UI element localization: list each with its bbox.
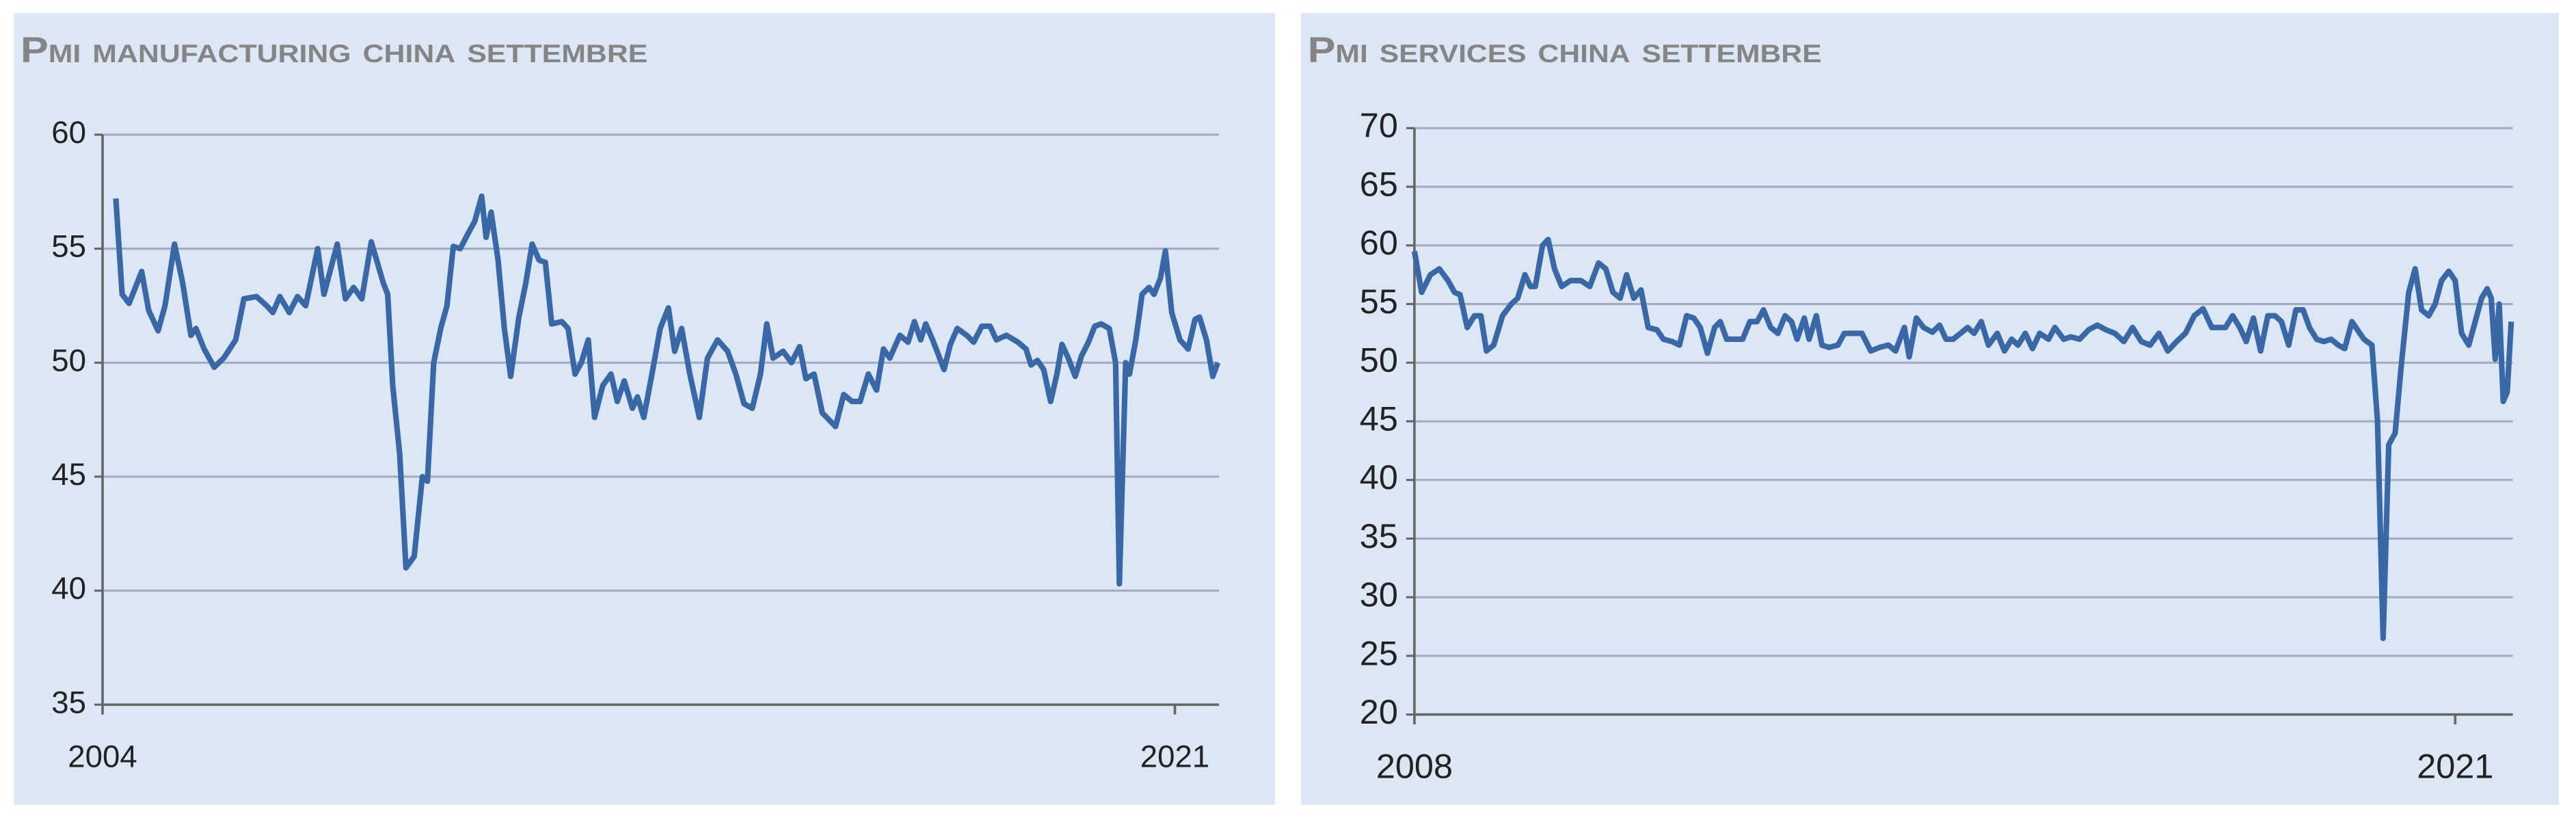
y-tick-label: 60: [51, 115, 86, 150]
data-line: [1411, 237, 2514, 642]
y-tick-label: 50: [51, 343, 86, 378]
panel: [1301, 13, 2559, 805]
data-line: [113, 193, 1221, 587]
y-tick-label: 55: [1360, 282, 1398, 321]
y-tick-label: 45: [51, 457, 86, 492]
x-tick-label: 2021: [2417, 746, 2493, 785]
y-tick-label: 50: [1360, 341, 1398, 380]
chart-title: Pmi services china settembre: [1308, 30, 1822, 70]
y-tick-label: 35: [1360, 516, 1398, 555]
y-tick-label: 45: [1360, 399, 1398, 438]
x-tick-label: 2008: [1376, 746, 1453, 785]
chart-title: Pmi manufacturing china settembre: [21, 30, 647, 70]
y-tick-label: 20: [1360, 692, 1398, 731]
x-tick-label: 2004: [68, 739, 137, 774]
y-tick-label: 55: [51, 229, 86, 264]
y-tick-label: 60: [1360, 223, 1398, 262]
x-tick-label: 2021: [1140, 739, 1210, 774]
y-tick-label: 65: [1360, 164, 1398, 203]
y-tick-label: 40: [1360, 458, 1398, 497]
y-tick-label: 35: [51, 685, 86, 720]
y-tick-label: 70: [1360, 106, 1398, 145]
y-tick-label: 30: [1360, 575, 1398, 614]
y-tick-label: 25: [1360, 633, 1398, 672]
y-tick-label: 40: [51, 571, 86, 606]
